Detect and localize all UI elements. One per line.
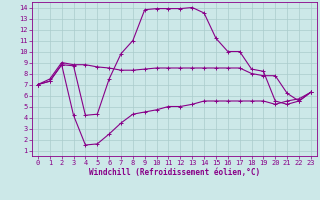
X-axis label: Windchill (Refroidissement éolien,°C): Windchill (Refroidissement éolien,°C) [89,168,260,177]
